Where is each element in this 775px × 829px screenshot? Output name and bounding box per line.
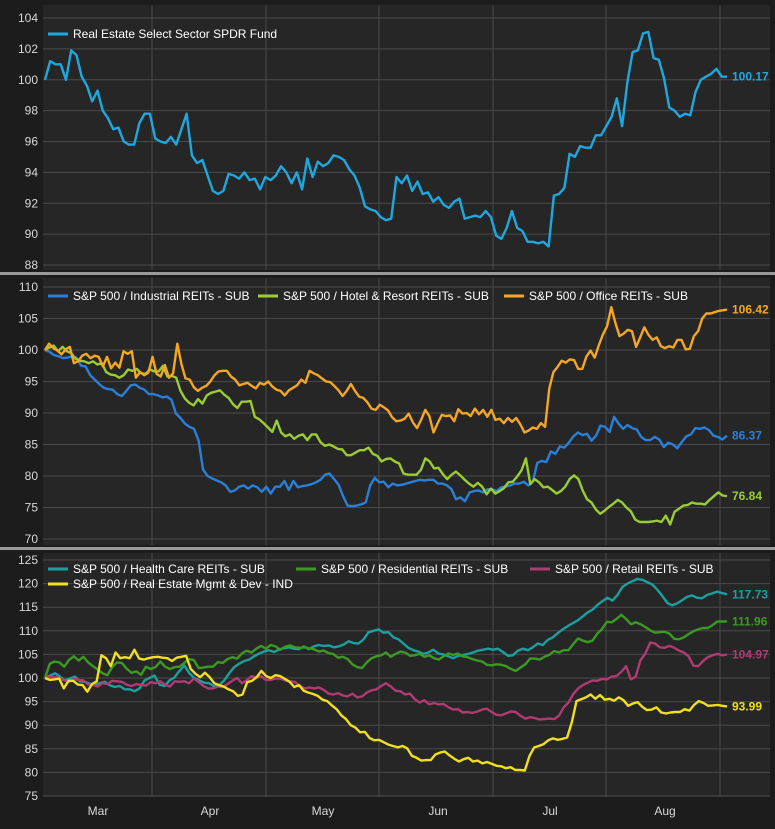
- y-tick-label: 95: [25, 375, 39, 389]
- legend-label: Real Estate Select Sector SPDR Fund: [73, 27, 277, 41]
- y-tick-label: 96: [25, 135, 39, 149]
- legend-item: S&P 500 / Hotel & Resort REITs - SUB: [258, 289, 489, 303]
- y-tick-label: 85: [25, 742, 39, 756]
- panel-separator: [0, 547, 775, 550]
- y-tick-label: 105: [18, 647, 38, 661]
- y-tick-label: 120: [18, 577, 38, 591]
- legend-item: S&P 500 / Real Estate Mgmt & Dev - IND: [48, 577, 293, 591]
- y-tick-label: 75: [25, 501, 39, 515]
- y-tick-label: 85: [25, 438, 39, 452]
- panel-3: 75 80 85 90 95 100 105 110 115 120 125 117.73 111.96…: [18, 553, 770, 803]
- plot-area: [43, 553, 770, 797]
- series-line: [44, 344, 728, 526]
- y-tick-label: 125: [18, 553, 38, 567]
- y-tick-label: 70: [25, 532, 39, 546]
- series-end-label: 76.84: [732, 489, 762, 503]
- legend-item: S&P 500 / Retail REITs - SUB: [530, 562, 714, 576]
- y-tick-label: 98: [25, 104, 39, 118]
- series-line: [43, 613, 727, 679]
- y-tick-label: 80: [25, 469, 39, 483]
- legend-item: S&P 500 / Health Care REITs - SUB: [48, 562, 265, 576]
- y-tick-label: 110: [19, 280, 38, 294]
- legend-label: S&P 500 / Industrial REITs - SUB: [73, 289, 250, 303]
- panel-2: 70 75 80 85 90 95 100 105 110 86.37 76.84 106.42 S&P…: [18, 278, 770, 546]
- x-tick-label: Apr: [201, 804, 220, 818]
- y-tick-label: 100: [18, 343, 38, 357]
- legend-item: Real Estate Select Sector SPDR Fund: [48, 27, 277, 41]
- y-tick-label: 110: [19, 624, 38, 638]
- panel-1: 88 90 92 94 96 98 100 102 104 100.17 Real Estate S…: [18, 5, 770, 272]
- legend-label: S&P 500 / Retail REITs - SUB: [555, 562, 714, 576]
- legend-label: S&P 500 / Office REITs - SUB: [529, 289, 688, 303]
- x-tick-label: Jun: [428, 804, 447, 818]
- x-tick-label: Jul: [542, 804, 557, 818]
- series-line: [44, 348, 728, 508]
- series-end-label: 104.97: [732, 648, 769, 662]
- legend-label: S&P 500 / Real Estate Mgmt & Dev - IND: [73, 577, 293, 591]
- y-tick-label: 104: [18, 11, 38, 25]
- x-tick-label: Aug: [654, 804, 675, 818]
- series-end-label: 106.42: [732, 303, 769, 317]
- legend-item: S&P 500 / Residential REITs - SUB: [296, 562, 508, 576]
- legend-label: S&P 500 / Health Care REITs - SUB: [73, 562, 265, 576]
- legend-item: S&P 500 / Office REITs - SUB: [504, 289, 688, 303]
- y-tick-label: 88: [25, 258, 39, 272]
- y-tick-label: 94: [25, 165, 39, 179]
- y-tick-label: 80: [25, 765, 39, 779]
- y-tick-label: 105: [18, 312, 38, 326]
- legend-label: S&P 500 / Residential REITs - SUB: [321, 562, 508, 576]
- series-line: [44, 648, 728, 772]
- x-tick-label: May: [312, 804, 335, 818]
- series-end-label: 93.99: [732, 699, 762, 713]
- legend-item: S&P 500 / Industrial REITs - SUB: [48, 289, 250, 303]
- y-tick-label: 92: [25, 196, 39, 210]
- y-tick-label: 90: [25, 406, 39, 420]
- series-end-label: 100.17: [732, 70, 769, 84]
- series-end-label: 111.96: [732, 615, 768, 629]
- series-line: [43, 306, 728, 434]
- y-tick-label: 95: [25, 695, 39, 709]
- y-tick-label: 75: [25, 789, 39, 803]
- y-tick-label: 115: [19, 600, 38, 614]
- series-line: [43, 30, 727, 248]
- y-tick-label: 100: [18, 671, 38, 685]
- x-tick-label: Mar: [88, 804, 109, 818]
- plot-area: [43, 278, 770, 545]
- panel-separator: [0, 272, 775, 275]
- series-line: [44, 641, 728, 721]
- y-tick-label: 100: [18, 73, 38, 87]
- y-tick-label: 102: [18, 42, 38, 56]
- y-tick-label: 90: [25, 227, 39, 241]
- legend-label: S&P 500 / Hotel & Resort REITs - SUB: [283, 289, 489, 303]
- series-end-label: 117.73: [732, 587, 768, 601]
- series-end-label: 86.37: [732, 429, 762, 443]
- y-tick-label: 90: [25, 718, 39, 732]
